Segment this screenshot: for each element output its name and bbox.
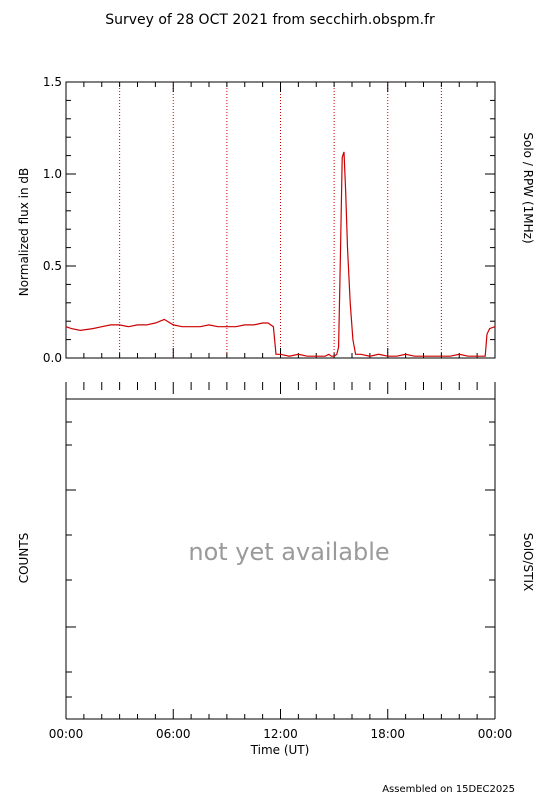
stix-instrument-label: SolO/STIX (521, 533, 535, 592)
assembled-footer: Assembled on 15DEC2025 (382, 784, 515, 795)
x-tick-label-3: 18:00 (370, 727, 405, 741)
x-tick-label-0: 00:00 (49, 727, 84, 741)
rpw-instrument-label: Solo / RPW (1MHz) (521, 132, 535, 243)
y-tick-label-3: 1.5 (43, 75, 62, 89)
stix-x-ticks (65, 709, 496, 719)
x-tick-label-1: 06:00 (156, 727, 191, 741)
stix-y-ticks (66, 421, 495, 698)
x-axis-label: Time (UT) (250, 743, 310, 757)
rpw-y-axis: 0.0 0.5 1.0 1.5 (43, 75, 495, 365)
chart-title: Survey of 28 OCT 2021 from secchirh.obsp… (105, 12, 435, 28)
rpw-x-ticks (65, 82, 496, 358)
y-tick-label-1: 0.5 (43, 259, 62, 273)
rpw-panel: 0.0 0.5 1.0 1.5 Normalized flux in dB Solo … (17, 75, 535, 365)
y-tick-label-2: 1.0 (43, 167, 62, 181)
stix-x-tick-labels: 00:00 06:00 12:00 18:00 00:00 (49, 727, 513, 741)
stix-panel: 00:00 06:00 12:00 18:00 00:00 not yet availa… (17, 382, 535, 757)
stix-x-ticks-top (65, 382, 496, 394)
y-tick-label-0: 0.0 (43, 351, 62, 365)
stix-y-axis-label: COUNTS (17, 533, 31, 584)
rpw-flux-line (65, 151, 496, 357)
stix-placeholder-text: not yet available (188, 538, 389, 566)
x-tick-label-2: 12:00 (263, 727, 298, 741)
rpw-y-axis-label: Normalized flux in dB (17, 168, 31, 297)
x-tick-label-4: 00:00 (478, 727, 513, 741)
rpw-time-guides (119, 82, 442, 358)
